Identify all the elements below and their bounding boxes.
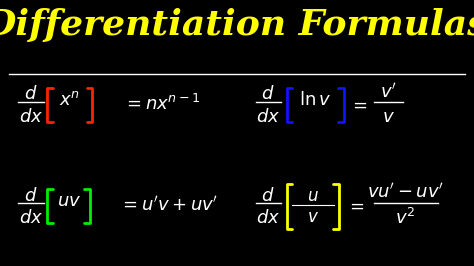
Text: $=$: $=$ [346,197,365,215]
Text: $v^2$: $v^2$ [395,208,415,228]
Text: $dx$: $dx$ [255,209,280,227]
Text: $= nx^{n-1}$: $= nx^{n-1}$ [122,94,200,114]
Text: $d$: $d$ [24,186,37,205]
Text: $uv$: $uv$ [56,192,81,210]
Text: $x^n$: $x^n$ [59,91,81,109]
Text: $d$: $d$ [261,186,274,205]
Text: $=$: $=$ [348,96,367,114]
Text: Differentiation Formulas: Differentiation Formulas [0,8,474,42]
Text: $dx$: $dx$ [18,108,43,126]
Text: $v$: $v$ [307,208,319,226]
Text: $vu'-uv'$: $vu'-uv'$ [367,182,444,201]
Text: $v$: $v$ [382,108,395,126]
Text: $d$: $d$ [261,85,274,103]
Text: $v'$: $v'$ [380,82,397,101]
Text: $d$: $d$ [24,85,37,103]
Text: $= u'v + uv'$: $= u'v + uv'$ [118,195,218,214]
Text: $dx$: $dx$ [18,209,43,227]
Text: $dx$: $dx$ [255,108,280,126]
Text: $\ln v$: $\ln v$ [299,91,331,109]
Text: $u$: $u$ [307,186,319,205]
